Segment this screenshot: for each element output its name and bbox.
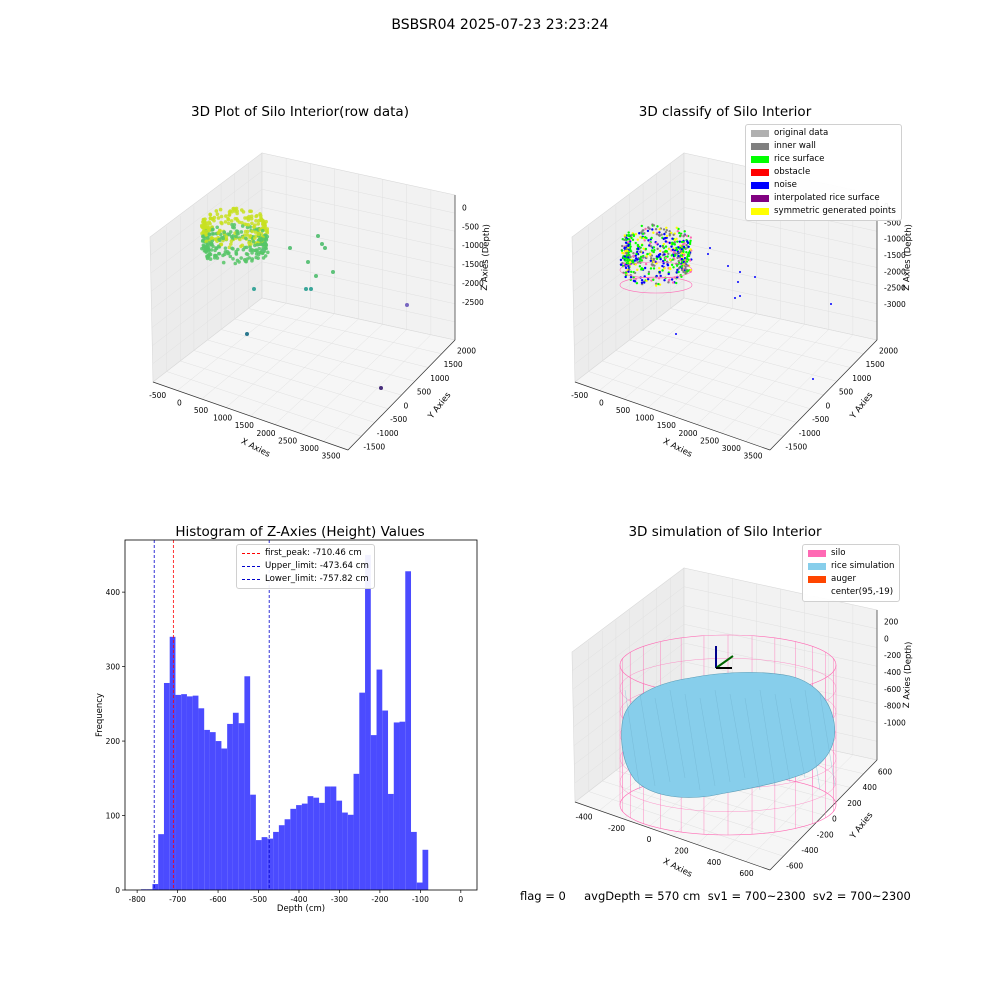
y-tick-label: -200 [817,830,834,839]
x-tick-label: 400 [707,858,722,867]
panel4-legend: silo rice simulation auger center(95,-19) [802,544,900,602]
y-tick-label: 400 [863,783,878,792]
legend-entry: auger [808,573,894,586]
x-tick-label: 0 [647,835,652,844]
status-line: flag = 0 avgDepth = 570 cm sv1 = 700~230… [520,889,911,903]
z-tick-label: 0 [884,634,889,643]
legend-entry: silo [808,547,894,560]
z-tick-label: -600 [884,685,901,694]
legend-label: rice simulation [831,560,894,573]
legend-swatch [808,550,826,557]
legend-swatch [808,576,826,583]
x-axis-label: X Axies [661,857,694,880]
y-axis-label: Y Axies [848,810,876,842]
legend-label: silo [831,547,846,560]
y-tick-label: 0 [832,815,837,824]
legend-entry: rice simulation [808,560,894,573]
legend-swatch [808,589,826,596]
y-tick-label: -400 [801,846,818,855]
legend-entry: center(95,-19) [808,586,894,599]
x-tick-label: -400 [575,813,592,822]
legend-label: auger [831,573,856,586]
z-tick-label: -1000 [884,719,906,728]
x-tick-label: 600 [739,869,754,878]
y-tick-label: -600 [786,862,803,871]
z-tick-label: -800 [884,702,901,711]
x-tick-label: -200 [608,824,625,833]
z-tick-label: -400 [884,668,901,677]
x-tick-label: 200 [674,847,689,856]
legend-label: center(95,-19) [831,586,893,599]
z-tick-label: 200 [884,617,899,626]
y-tick-label: 600 [878,767,893,776]
z-axis-label: Z Axies (Depth) [902,641,914,708]
legend-swatch [808,563,826,570]
z-tick-label: -200 [884,651,901,660]
y-tick-label: 200 [847,799,862,808]
